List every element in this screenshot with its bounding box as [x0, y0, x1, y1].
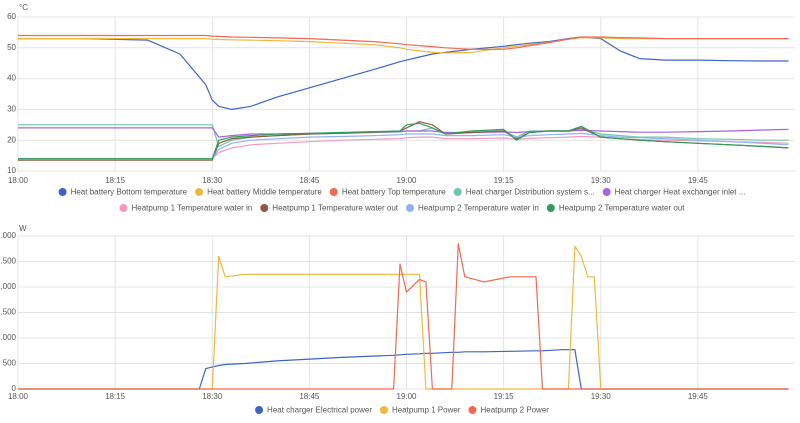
- x-tick-label: 19:15: [494, 392, 515, 401]
- legend-swatch: [260, 204, 269, 212]
- y-unit-label: °C: [19, 3, 28, 12]
- series-line: [18, 132, 789, 160]
- legend-label: Heat battery Bottom temperature: [71, 188, 188, 197]
- legend-swatch: [58, 188, 67, 196]
- legend-item[interactable]: Heat battery Middle temperature: [195, 188, 322, 197]
- series-line: [18, 349, 789, 390]
- x-tick-label: 19:15: [494, 176, 515, 185]
- x-tick-label: 18:00: [8, 392, 29, 401]
- x-tick-label: 19:00: [396, 392, 417, 401]
- legend-item[interactable]: Heatpump 2 Power: [468, 406, 549, 415]
- x-tick-label: 18:15: [105, 392, 126, 401]
- legend-swatch: [546, 204, 555, 212]
- legend-swatch: [329, 188, 338, 196]
- x-tick-label: 18:45: [299, 392, 320, 401]
- x-tick-label: 19:30: [591, 392, 612, 401]
- y-tick-label: 60: [7, 12, 16, 21]
- x-tick-label: 19:00: [396, 176, 417, 185]
- x-tick-label: 19:45: [688, 176, 709, 185]
- series-line: [18, 243, 789, 390]
- legend-label: Heat battery Top temperature: [342, 188, 446, 197]
- legend-swatch: [406, 204, 414, 212]
- legend-item[interactable]: Heat battery Bottom temperature: [58, 188, 188, 197]
- legend-swatch: [119, 204, 128, 212]
- legend-label: Heatpump 1 Temperature water in: [131, 204, 252, 213]
- series-line: [18, 37, 789, 54]
- legend-label: Heatpump 2 Power: [480, 406, 549, 415]
- series-line: [18, 127, 789, 138]
- y-tick-label: 30: [7, 105, 16, 114]
- legend-swatch: [453, 188, 462, 196]
- legend-label: Heat charger Electrical power: [267, 406, 372, 415]
- legend-item[interactable]: Heatpump 2 Temperature water out: [546, 204, 685, 213]
- legend-swatch: [602, 188, 611, 196]
- x-tick-label: 18:30: [202, 392, 223, 401]
- x-tick-label: 19:45: [688, 392, 709, 401]
- series-line: [18, 122, 789, 160]
- legend-item[interactable]: Heat charger Distribution system s...: [453, 188, 595, 197]
- legend-label: Heat charger Heat exchanger inlet ...: [615, 188, 746, 197]
- y-tick-label: 2.500: [0, 257, 17, 266]
- legend-item[interactable]: Heatpump 2 Temperature water in: [406, 204, 539, 213]
- x-tick-label: 18:30: [202, 176, 223, 185]
- legend-label: Heat battery Middle temperature: [207, 188, 322, 197]
- y-tick-label: 3.000: [0, 231, 17, 240]
- y-tick-label: 20: [7, 135, 16, 144]
- y-tick-label: 1.000: [0, 333, 17, 342]
- x-tick-label: 18:45: [299, 176, 320, 185]
- legend-label: Heatpump 2 Temperature water in: [418, 204, 539, 213]
- y-tick-label: 500: [3, 359, 17, 368]
- x-tick-label: 18:00: [8, 176, 29, 185]
- legend-item[interactable]: Heat charger Electrical power: [255, 406, 372, 415]
- y-unit-label: W: [19, 224, 27, 233]
- legend-item[interactable]: Heatpump 1 Temperature water out: [260, 204, 399, 213]
- legend-swatch: [468, 406, 477, 414]
- legend-label: Heatpump 2 Temperature water out: [559, 204, 685, 213]
- legend-item[interactable]: Heat battery Top temperature: [329, 188, 446, 197]
- y-tick-label: 50: [7, 43, 16, 52]
- y-tick-label: 1.500: [0, 308, 17, 317]
- legend-label: Heatpump 1 Temperature water out: [272, 204, 398, 213]
- legend-item[interactable]: Heat charger Heat exchanger inlet ...: [602, 188, 746, 197]
- legend-label: Heatpump 1 Power: [392, 406, 461, 415]
- series-line: [18, 245, 789, 390]
- legend-swatch: [379, 406, 388, 414]
- y-tick-label: 0: [12, 384, 17, 393]
- legend-item[interactable]: Heatpump 1 Temperature water in: [119, 204, 252, 213]
- legend-swatch: [195, 188, 204, 196]
- legend-label: Heat charger Distribution system s...: [466, 188, 595, 197]
- x-tick-label: 19:30: [591, 176, 612, 185]
- x-tick-label: 18:15: [105, 176, 126, 185]
- y-tick-label: 2.000: [0, 282, 17, 291]
- y-tick-label: 40: [7, 74, 16, 83]
- series-line: [18, 34, 789, 50]
- legend-swatch: [255, 406, 264, 414]
- series-line: [18, 36, 789, 110]
- y-tick-label: 10: [7, 166, 16, 175]
- legend-item[interactable]: Heatpump 1 Power: [379, 406, 461, 415]
